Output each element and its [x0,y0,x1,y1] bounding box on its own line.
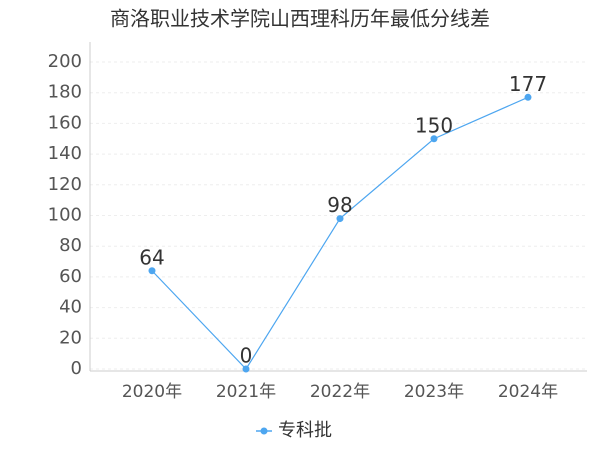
y-tick-label: 120 [48,174,82,195]
y-tick-label: 180 [48,82,82,103]
line [151,96,529,370]
y-tick-label: 200 [48,51,82,72]
data-label: 0 [240,344,253,368]
y-tick-label: 80 [59,235,82,256]
data-label: 64 [139,245,164,269]
point [336,215,344,223]
y-tick-label: 40 [59,297,82,318]
x-tick-label: 2022年 [310,382,370,402]
x-tick-label: 2020年 [122,382,182,402]
point [430,135,438,143]
y-tick-label: 100 [48,205,82,226]
y-tick-label: 160 [48,112,82,133]
point [242,365,250,373]
point [148,267,156,275]
y-tick-label: 0 [71,358,82,379]
y-tick-label: 140 [48,143,82,164]
x-tick-label: 2021年 [216,382,276,402]
y-tick-label: 60 [59,266,82,287]
chart-title: 商洛职业技术学院山西理科历年最低分线差 [110,7,490,31]
x-tick-label: 2024年 [498,382,558,402]
point [524,93,532,101]
legend-label: 专科批 [278,420,332,441]
y-tick-label: 20 [59,327,82,348]
x-tick-label: 2023年 [404,382,464,402]
data-label: 150 [415,113,453,137]
data-label: 98 [327,193,352,217]
legend-marker [260,427,268,435]
data-label: 177 [509,72,547,96]
